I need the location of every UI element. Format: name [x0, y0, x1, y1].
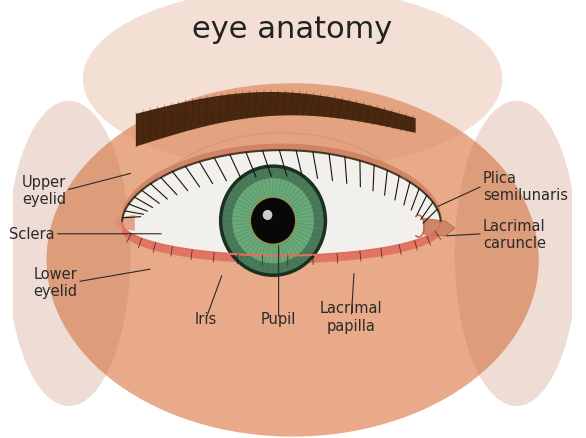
- Circle shape: [250, 197, 297, 246]
- Polygon shape: [122, 144, 441, 223]
- Polygon shape: [423, 219, 455, 237]
- Ellipse shape: [46, 84, 539, 437]
- Text: Lacrimal
papilla: Lacrimal papilla: [320, 301, 383, 333]
- Circle shape: [232, 179, 314, 264]
- Polygon shape: [122, 151, 441, 256]
- Text: Upper
eyelid: Upper eyelid: [22, 175, 66, 207]
- Text: Lower
eyelid: Lower eyelid: [33, 266, 77, 298]
- Text: Plica
semilunaris: Plica semilunaris: [483, 170, 568, 202]
- Circle shape: [263, 210, 272, 220]
- Text: Lacrimal
caruncle: Lacrimal caruncle: [483, 218, 546, 251]
- Text: Sclera: Sclera: [9, 227, 55, 242]
- Text: Iris: Iris: [195, 311, 217, 327]
- Ellipse shape: [83, 0, 502, 171]
- Circle shape: [251, 198, 295, 244]
- Ellipse shape: [455, 102, 578, 406]
- Text: eye anatomy: eye anatomy: [192, 15, 393, 44]
- Polygon shape: [122, 223, 441, 264]
- Circle shape: [221, 167, 325, 276]
- Polygon shape: [136, 93, 415, 147]
- Ellipse shape: [8, 102, 131, 406]
- Polygon shape: [115, 215, 135, 231]
- Text: Pupil: Pupil: [261, 311, 297, 327]
